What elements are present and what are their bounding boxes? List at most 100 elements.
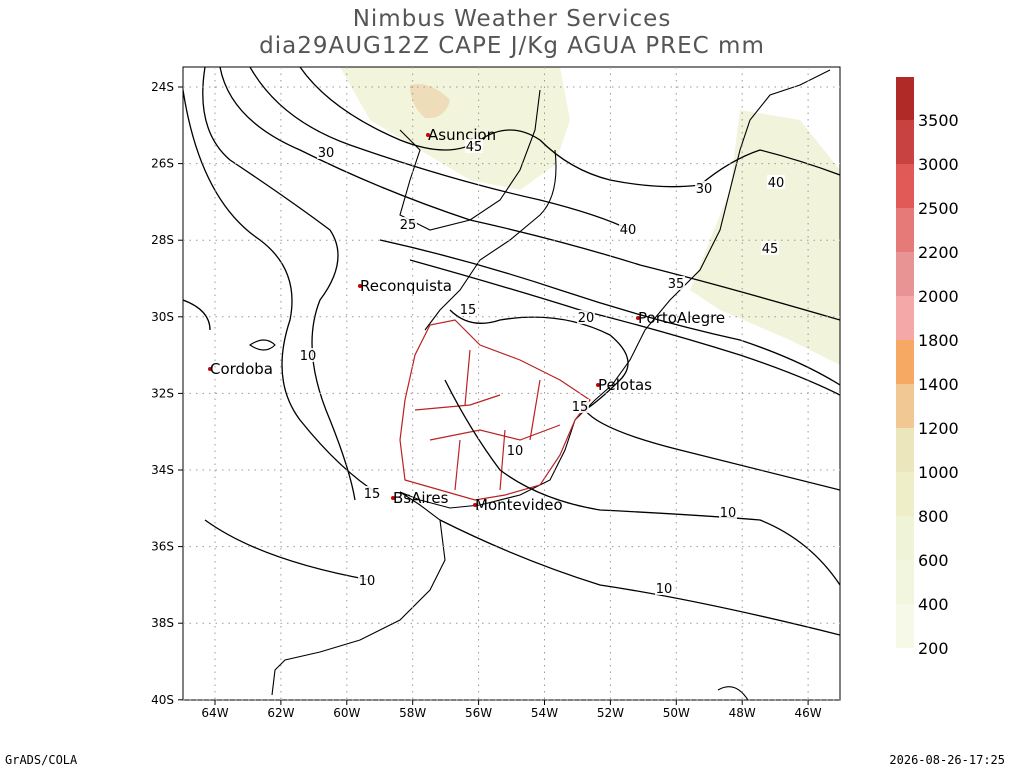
title: Nimbus Weather Services (353, 6, 672, 32)
colorbar-label: 3500 (918, 111, 959, 130)
lake (249, 339, 749, 700)
border (399, 89, 541, 231)
contour-label: 45 (762, 242, 779, 257)
colorbar-band (896, 120, 914, 164)
subtitle: dia29AUG12Z CAPE J/Kg AGUA PREC mm (259, 33, 765, 59)
colorbar-band (896, 164, 914, 208)
contour-label: 10 (720, 506, 737, 521)
contour-label: 30 (696, 182, 713, 197)
shading (340, 67, 570, 190)
lon-tick-label: 60W (333, 706, 360, 720)
colorbar-label: 2000 (918, 287, 959, 306)
contour-label: 15 (460, 303, 477, 318)
contour-label-bg (459, 302, 477, 316)
colorbar-band (896, 604, 914, 648)
contour-label-bg (506, 443, 524, 457)
colorbar-band (896, 472, 914, 516)
contour (202, 67, 371, 581)
city-label: BsAires (393, 489, 449, 507)
city-dot (473, 503, 477, 507)
colorbar-band (896, 340, 914, 384)
colorbar-label: 2200 (918, 243, 959, 262)
colorbar-label: 1000 (918, 463, 959, 482)
contour (249, 67, 631, 231)
colorbar-label: 800 (918, 507, 949, 526)
colorbar-band (896, 560, 914, 604)
contour-label: 10 (300, 349, 317, 364)
map-frame (182, 66, 841, 701)
city-dot (636, 316, 640, 320)
contour-label: 25 (400, 218, 417, 233)
contour-label: 35 (668, 277, 685, 292)
contour-label: 15 (364, 487, 381, 502)
colorbar-label: 400 (918, 595, 949, 614)
contour-label-bg (619, 222, 637, 236)
city-label: Cordoba (210, 360, 273, 378)
contour (444, 379, 840, 586)
colorbar-band (896, 384, 914, 428)
lon-tick-label: 50W (663, 706, 690, 720)
shading (410, 84, 450, 119)
lat-tick-label: 26S (151, 157, 174, 171)
uruguay-borders (399, 319, 591, 501)
colorbar-band (896, 252, 914, 296)
colorbar-band (896, 428, 914, 472)
contour-label: 10 (359, 574, 376, 589)
lat-tick-label: 34S (151, 463, 174, 477)
colorbar-label: 2500 (918, 199, 959, 218)
lon-tick-label: 62W (267, 706, 294, 720)
contour-label: 45 (466, 140, 483, 155)
city-label: Pelotas (598, 376, 652, 394)
lat-tick-label: 30S (151, 310, 174, 324)
contour-label-bg (577, 310, 595, 324)
lon-tick-label: 56W (465, 706, 492, 720)
contour (379, 239, 840, 386)
contour-label-bg (695, 181, 713, 195)
contour (409, 259, 840, 396)
footer-left: GrADS/COLA (5, 753, 78, 767)
contour-label: 10 (656, 582, 673, 597)
colorbar-band (896, 516, 914, 560)
contour-label-bg (719, 505, 737, 519)
colorbar-label: 200 (918, 639, 949, 658)
contour-label-bg (465, 139, 483, 153)
lon-tick-label: 64W (201, 706, 228, 720)
city-dot (426, 133, 430, 137)
contour-label-bg (761, 241, 779, 255)
contour-label-bg (399, 217, 417, 231)
contour-label-bg (767, 175, 785, 189)
contour (219, 67, 840, 321)
contour-label-bg (299, 348, 317, 362)
city-dot (391, 496, 395, 500)
contour (299, 67, 840, 188)
contour-label-bg (358, 573, 376, 587)
contour-label: 30 (318, 146, 335, 161)
lat-tick-label: 24S (151, 80, 174, 94)
colorbar-label: 1800 (918, 331, 959, 350)
contour (183, 89, 381, 496)
lon-tick-label: 58W (399, 706, 426, 720)
lat-tick-label: 38S (151, 616, 174, 630)
lat-tick-label: 32S (151, 386, 174, 400)
colorbar-band (896, 208, 914, 252)
colorbar-band (896, 296, 914, 340)
city-dot (208, 367, 212, 371)
city-dot (358, 284, 362, 288)
lon-tick-label: 54W (531, 706, 558, 720)
colorbar-band (896, 77, 914, 120)
city-label: Asuncion (428, 126, 496, 144)
contour (183, 299, 211, 331)
city-dot (596, 383, 600, 387)
contour-label: 10 (507, 444, 524, 459)
map-area (182, 66, 841, 701)
lat-tick-label: 36S (151, 540, 174, 554)
lon-tick-label: 48W (729, 706, 756, 720)
lat-tick-label: 28S (151, 233, 174, 247)
colorbar-label: 600 (918, 551, 949, 570)
lon-tick-label: 52W (597, 706, 624, 720)
colorbar-label: 1200 (918, 419, 959, 438)
border (424, 149, 557, 331)
colorbar-label: 1400 (918, 375, 959, 394)
contour-label-bg (655, 581, 673, 595)
